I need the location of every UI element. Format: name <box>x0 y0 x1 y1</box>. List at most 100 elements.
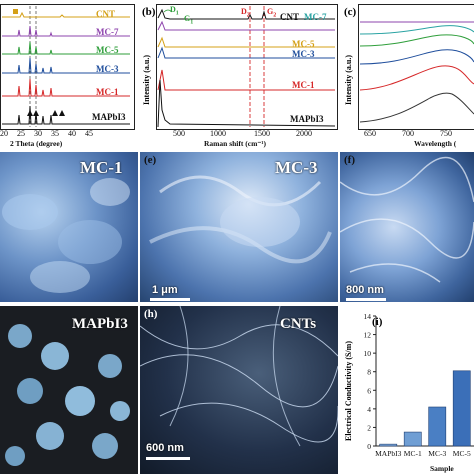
raman-label-mapbi3: MAPbI3 <box>290 114 324 124</box>
xrd-tick: 40 <box>68 129 76 138</box>
y-tick-label: 0 <box>367 442 371 451</box>
y-tick-label: 2 <box>367 423 371 432</box>
bar-mc-1 <box>403 431 422 447</box>
raman-peak-d1: D1 <box>170 5 179 17</box>
panel-c-pl: (c) Intensity (a.u.) 650 700 750 Wavelen… <box>342 0 474 150</box>
peak-marker-triangle <box>27 110 33 116</box>
xrd-plot-area <box>0 4 135 130</box>
sem-texture <box>2 178 130 293</box>
scale-bar <box>150 298 190 301</box>
panel-c-tag: (c) <box>344 6 357 18</box>
y-tick-label: 12 <box>364 331 372 340</box>
y-tick-label: 8 <box>367 368 371 377</box>
raman-label-cnt: CNT <box>280 12 300 22</box>
panel-h-tag: (h) <box>144 308 158 320</box>
x-tick-label: MAPbI3 <box>375 449 402 458</box>
raman-x-axis-label: Raman shift (cm⁻¹) <box>204 139 267 148</box>
raman-line-mapbi3 <box>157 79 336 128</box>
sem-label-mc1: MC-1 <box>80 158 123 177</box>
bar-mc-3 <box>428 406 447 447</box>
pl-line-mapbi3 <box>359 92 474 123</box>
raman-label-mc1: MC-1 <box>292 80 315 90</box>
xrd-chart <box>2 6 130 127</box>
conductivity-x-axis-label: Sample <box>430 464 454 473</box>
panel-f-tag: (f) <box>344 154 355 166</box>
raman-d1-arrow <box>163 9 173 13</box>
xrd-line-cnt <box>2 11 130 18</box>
sem-image-mapbi3: MAPbI3 <box>0 306 138 474</box>
sem-label-mc3: MC-3 <box>275 158 318 177</box>
sem-texture <box>149 175 332 264</box>
raman-tick: 1500 <box>254 129 270 138</box>
scale-text-800nm: 800 nm <box>346 284 384 296</box>
xrd-line-mc3 <box>2 57 130 74</box>
panel-b-tag: (b) <box>142 6 156 18</box>
pl-x-axis-label: Wavelength ( <box>414 139 457 148</box>
raman-tick: 500 <box>173 129 185 138</box>
pl-line-mc1 <box>359 65 474 91</box>
sem-label-mapbi3: MAPbI3 <box>72 316 128 332</box>
xrd-tick: 35 <box>51 129 59 138</box>
sem-texture <box>340 156 474 283</box>
xrd-label-mc3: MC-3 <box>96 64 119 74</box>
raman-label-mc5: MC-5 <box>292 39 315 49</box>
raman-line-cnt <box>157 8 335 20</box>
xrd-tick: 30 <box>34 129 42 138</box>
raman-line-mc7 <box>157 20 335 31</box>
xrd-label-mc5: MC-5 <box>96 45 119 55</box>
panel-e-tag: (e) <box>144 154 157 166</box>
x-tick-label: MC-3 <box>428 449 446 458</box>
sem-image-mc3: (e) MC-3 1 μm <box>140 152 338 302</box>
peak-marker-triangle <box>33 110 39 116</box>
sem-image-mc5: (f) 800 nm <box>340 152 474 302</box>
raman-chart <box>157 6 336 128</box>
xrd-tick: 25 <box>17 129 25 138</box>
panel-a-xrd: CNT MC-7 MC-5 MC-3 MC-1 MAPbI3 20 25 30 … <box>0 0 136 150</box>
sem-crystals <box>5 324 130 466</box>
y-tick-label: 14 <box>364 312 372 321</box>
pl-tick: 650 <box>364 129 376 138</box>
raman-line-mc5 <box>157 36 335 48</box>
panel-b-raman: (b) Intensity (a.u.) D1 G1 D2 G2 CNT MC-… <box>140 0 340 150</box>
xrd-tick: 20 <box>0 129 8 138</box>
x-tick-label: MC-1 <box>404 449 422 458</box>
peak-marker-triangle <box>52 110 58 116</box>
raman-peak-d2: D2 <box>241 7 250 19</box>
bar-mc-5 <box>452 370 471 447</box>
sem-image-mc1: MC-1 <box>0 152 138 302</box>
panel-i-tag: (i) <box>372 316 383 328</box>
pl-line-mc5 <box>359 34 474 47</box>
y-tick-label: 10 <box>364 349 372 358</box>
scale-bar <box>146 457 190 460</box>
y-tick-label: 4 <box>367 405 371 414</box>
raman-peak-g2: G2 <box>267 7 277 19</box>
pl-tick: 750 <box>440 129 452 138</box>
pl-tick: 700 <box>402 129 414 138</box>
pl-line-mc7 <box>359 25 474 35</box>
raman-peak-g1: G1 <box>184 14 194 26</box>
scale-text-1um: 1 μm <box>152 284 178 296</box>
peak-marker-triangle <box>59 110 65 116</box>
sem-texture <box>140 306 338 447</box>
conductivity-chart: 0 2 4 6 8 10 12 14 MAPbI3 MC-1 MC-3 MC-5 <box>364 312 474 458</box>
xrd-label-mapbi3: MAPbI3 <box>92 112 126 122</box>
raman-plot-area <box>156 4 338 130</box>
xrd-label-cnt: CNT <box>96 9 116 19</box>
sem-image-cnts: (h) CNTs 600 nm <box>140 306 338 474</box>
peak-marker-square <box>13 9 18 14</box>
raman-label-mc3: MC-3 <box>292 49 315 59</box>
y-tick-label: 6 <box>367 386 371 395</box>
bar-mapbi3 <box>379 443 398 447</box>
raman-line-mc3 <box>157 46 335 59</box>
xrd-line-mc7 <box>2 25 130 37</box>
sem-label-cnts: CNTs <box>280 316 317 332</box>
x-tick-label: MC-5 <box>453 449 471 458</box>
xrd-tick: 45 <box>85 129 93 138</box>
xrd-line-mc1 <box>2 78 130 97</box>
pl-chart <box>359 21 474 123</box>
scale-text-600nm: 600 nm <box>146 442 184 454</box>
raman-label-mc7: MC-7 <box>304 12 327 22</box>
xrd-x-axis-label: 2 Theta (degree) <box>10 139 63 148</box>
raman-tick: 1000 <box>210 129 226 138</box>
